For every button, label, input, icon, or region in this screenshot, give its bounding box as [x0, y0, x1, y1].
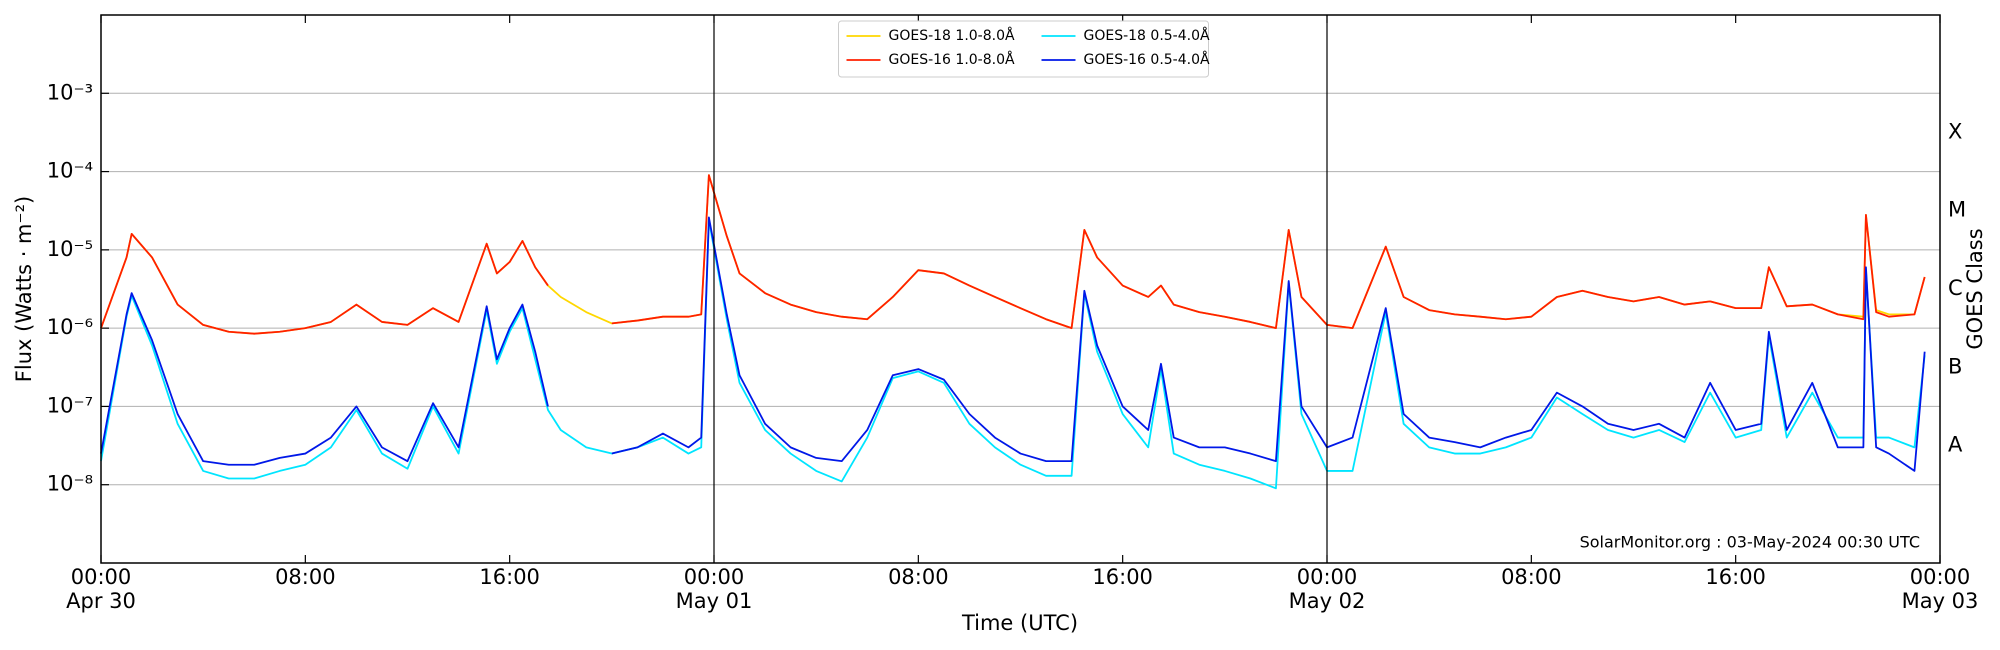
y-axis-label: Flux (Watts · m⁻²)	[12, 196, 36, 382]
y-tick-label: 10⁻⁴	[47, 159, 93, 183]
y-tick-label: 10⁻⁶	[47, 315, 93, 339]
annotation: SolarMonitor.org : 03-May-2024 00:30 UTC	[1580, 533, 1920, 552]
series-line	[100, 174, 1926, 335]
y2-tick-label: X	[1948, 119, 1962, 143]
y-tick-label: 10⁻⁷	[47, 393, 93, 417]
y2-tick-label: A	[1948, 433, 1963, 457]
x-tick-label: 00:00 May 03	[1901, 565, 1979, 613]
series-line	[100, 216, 1926, 472]
y-tick-label: 10⁻³	[47, 80, 93, 104]
x-tick-label: 08:00	[1501, 565, 1562, 589]
grid	[101, 92, 1940, 486]
x-tick-label: 00:00 May 01	[675, 565, 753, 613]
x-axis-label: Time (UTC)	[961, 611, 1078, 635]
legend-label: GOES-18 1.0-8.0Å	[889, 27, 1015, 44]
y-tick-label: 10⁻⁸	[47, 472, 93, 496]
legend-label: GOES-18 0.5-4.0Å	[1084, 27, 1210, 44]
x-tick-label: 00:00 Apr 30	[66, 565, 136, 613]
x-tick-label: 16:00	[479, 565, 540, 589]
y2-axis-label: GOES Class	[1963, 228, 1987, 349]
legend-box	[838, 20, 1209, 78]
y-tick-label: 10⁻⁵	[47, 237, 93, 261]
x-tick-label: 00:00 May 02	[1288, 565, 1366, 613]
legend-label: GOES-16 0.5-4.0Å	[1084, 51, 1210, 68]
y2-tick-label: B	[1948, 354, 1962, 378]
x-tick-label: 16:00	[1705, 565, 1766, 589]
y2-tick-label: M	[1948, 198, 1966, 222]
series-line	[100, 174, 1926, 335]
legend-label: GOES-16 1.0-8.0Å	[889, 51, 1015, 68]
x-tick-label: 08:00	[275, 565, 336, 589]
plot-frame	[100, 14, 1941, 564]
y2-tick-label: C	[1948, 276, 1963, 300]
series-line	[100, 219, 1926, 490]
x-tick-label: 08:00	[888, 565, 949, 589]
x-tick-label: 16:00	[1092, 565, 1153, 589]
